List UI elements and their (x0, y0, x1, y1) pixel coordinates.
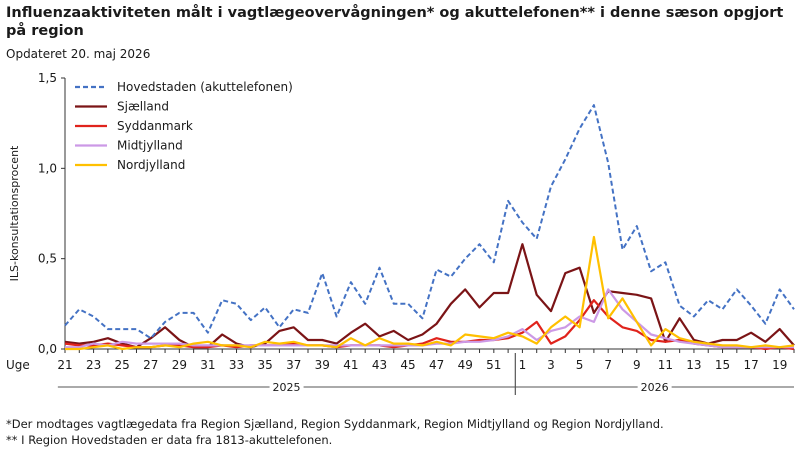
chart-axes: 0,0 0,5 1,0 1,5 ILS-konsultationsprocent 21 23… (6, 71, 795, 395)
x-tick-label: 21 (57, 358, 72, 372)
x-tick-label: 47 (429, 358, 444, 372)
x-tick-label: 11 (658, 358, 673, 372)
x-tick-label: 45 (400, 358, 415, 372)
legend-label-4: Nordjylland (117, 158, 185, 172)
legend-label-3: Midtjylland (117, 139, 183, 153)
x-tick-label: 13 (686, 358, 701, 372)
footnote-1: *Der modtages vagtlægedata fra Region Sj… (6, 417, 664, 431)
x-tick-label: 25 (115, 358, 130, 372)
x-tick-label: 19 (772, 358, 787, 372)
x-tick-label: 7 (604, 358, 612, 372)
x-tick-label: 35 (257, 358, 272, 372)
y-tick-label: 1,5 (38, 71, 57, 85)
year-label: 2026 (641, 381, 669, 394)
x-tick-label: 23 (86, 358, 101, 372)
x-tick-label: 39 (315, 358, 330, 372)
x-tick-label: 33 (229, 358, 244, 372)
x-tick-label: 3 (547, 358, 555, 372)
x-tick-label: 5 (576, 358, 584, 372)
x-tick-label: 15 (715, 358, 730, 372)
y-tick-label: 0,0 (38, 342, 57, 356)
x-tick-label: 17 (743, 358, 758, 372)
x-tick-label: 29 (172, 358, 187, 372)
x-tick-label: 51 (486, 358, 501, 372)
chart-legend: Hovedstaden (akuttelefonen) Sjælland Sydda… (75, 80, 293, 172)
series-line-4 (65, 235, 795, 351)
year-label: 2025 (273, 381, 301, 394)
x-tick-label: 1 (519, 358, 527, 372)
chart-title: Influenzaaktiviteten målt i vagtlægeover… (6, 5, 784, 39)
x-tick-label: 31 (200, 358, 215, 372)
x-tick-label: 27 (143, 358, 158, 372)
x-tick-label: 9 (633, 358, 641, 372)
legend-label-1: Sjælland (117, 100, 169, 114)
series-line-0 (64, 104, 795, 340)
y-tick-label: 1,0 (38, 161, 57, 175)
legend-label-0: Hovedstaden (akuttelefonen) (117, 80, 293, 94)
footnote-2: ** I Region Hovedstaden er data fra 1813… (6, 433, 333, 447)
y-axis-label: ILS-konsultationsprocent (8, 145, 21, 281)
updated-date: Opdateret 20. maj 2026 (6, 47, 151, 61)
x-tick-label: 49 (458, 358, 473, 372)
x-axis-label: Uge (6, 358, 30, 372)
legend-label-2: Syddanmark (117, 119, 193, 133)
series-lines (64, 104, 795, 351)
x-tick-label: 41 (343, 358, 358, 372)
x-tick-label: 43 (372, 358, 387, 372)
x-tick-label: 37 (286, 358, 301, 372)
y-tick-label: 0,5 (38, 252, 57, 266)
